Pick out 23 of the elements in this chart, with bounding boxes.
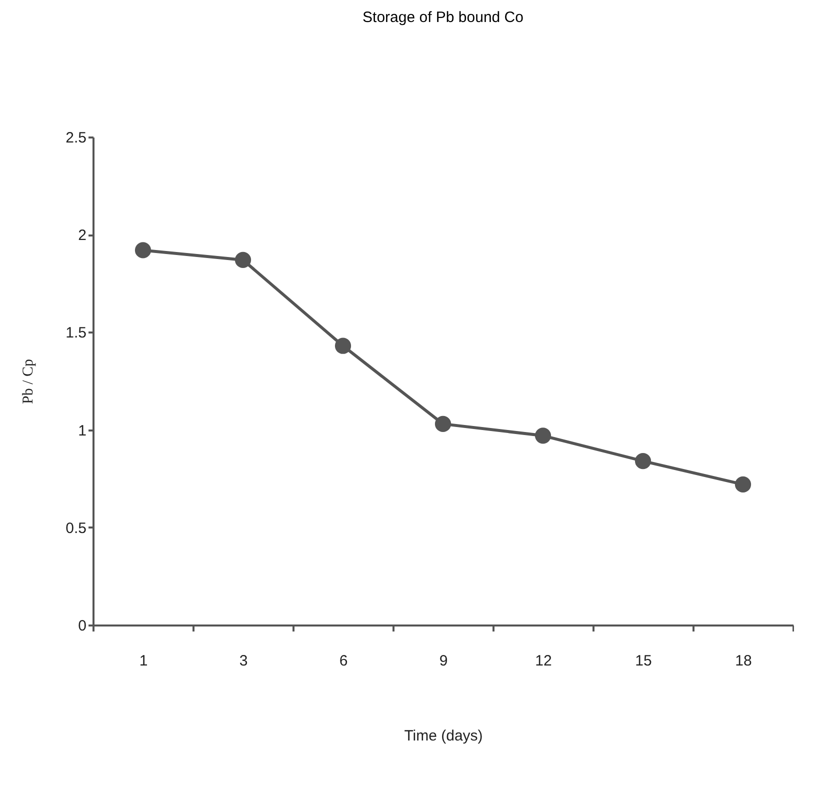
point: [334, 338, 352, 354]
x-tick-label: 18: [735, 652, 752, 670]
point: [234, 252, 252, 268]
x-axis-title: Time (days): [404, 728, 483, 744]
point: [134, 242, 152, 258]
y-tick-label: 2: [78, 227, 86, 244]
chart-title: Storage of Pb bound Co: [362, 9, 524, 26]
x-tick-label: 3: [239, 652, 248, 670]
x-tick-label: 9: [439, 652, 448, 670]
x-tick-label: 12: [535, 652, 552, 670]
y-tick-label: 2.5: [66, 130, 86, 146]
y-tick-label: 0.5: [66, 520, 86, 537]
x-tick-label: 1: [139, 652, 148, 670]
point: [634, 452, 652, 470]
point: [434, 416, 452, 432]
y-tick-label: 1: [78, 422, 86, 440]
y-tick-label: 0: [78, 618, 86, 634]
y-tick-label: 1.5: [66, 324, 86, 342]
x-tick-label: 6: [339, 652, 348, 670]
x-tick-label: 15: [635, 652, 652, 670]
point: [534, 428, 552, 444]
point: [734, 476, 752, 492]
y-axis-title: Pb / Cp: [20, 358, 37, 404]
